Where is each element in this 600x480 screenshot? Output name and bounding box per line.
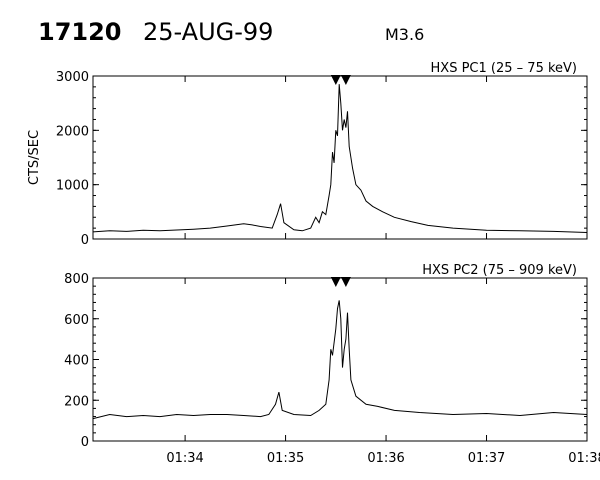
plot-frame [92,75,588,240]
y-tick-label: 2000 [56,124,89,139]
y-axis-label: CTS/SEC [27,130,42,185]
plot-frame [92,277,588,442]
y-tick-label: 3000 [56,70,89,85]
time-marker-triangle [340,277,351,287]
y-tick-label: 800 [64,272,89,287]
event-date: 25-AUG-99 [143,18,273,46]
lightcurve-line [92,300,588,420]
y-tick-label: 0 [81,233,89,248]
lightcurve-line [92,84,588,233]
panel-title: HXS PC2 (75 – 909 keV) [422,263,577,278]
y-tick-label: 200 [64,394,89,409]
y-tick-label: 600 [64,313,89,328]
y-tick-label: 1000 [56,179,89,194]
y-tick-label: 0 [81,435,89,450]
flare-class: M3.6 [385,25,424,44]
y-tick-label: 400 [64,354,89,369]
x-axis-time: 01:34 01:35 01:36 01:37 01:38 [166,451,600,466]
panel-title: HXS PC1 (25 – 75 keV) [431,61,577,76]
time-marker-triangle [340,75,351,85]
time-marker-triangle [330,75,341,85]
event-id: 17120 [38,18,122,46]
x-tick-label: 01:34 [166,451,203,466]
time-marker-triangle [330,277,341,287]
x-tick-label: 01:37 [468,451,505,466]
x-tick-label: 01:35 [267,451,304,466]
panel-pc2: 0 200 400 600 800 HXS PC2 (75 – 909 keV) [64,263,588,450]
x-tick-label: 01:36 [367,451,404,466]
x-tick-label: 01:38 [568,451,600,466]
panel-pc1: 0 1000 2000 3000 HXS PC1 (25 – 75 keV) CTS/SE… [27,61,588,248]
